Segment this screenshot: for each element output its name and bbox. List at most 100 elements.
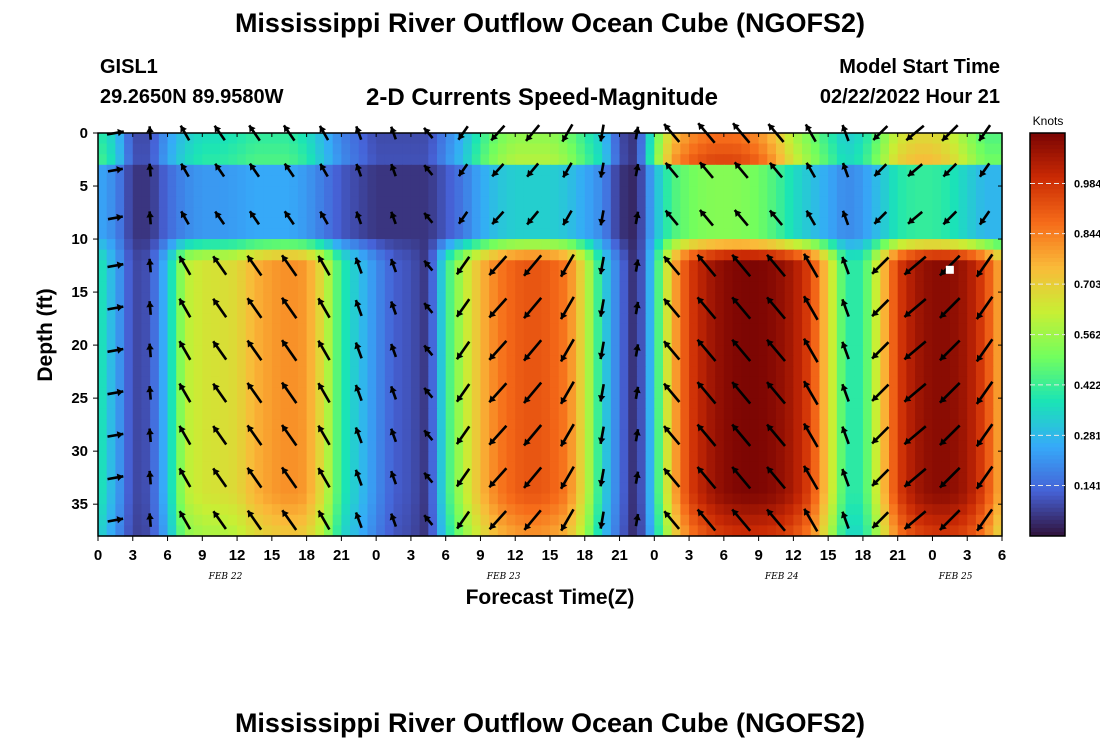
heatmap-cell — [923, 345, 934, 357]
heatmap-cell — [550, 164, 560, 177]
heatmap-cell — [941, 366, 951, 378]
heatmap-cell — [219, 504, 229, 516]
heatmap-cell — [941, 313, 951, 325]
colorbar-segment — [1030, 346, 1065, 352]
heatmap-cell — [419, 186, 429, 198]
heatmap-cell — [776, 429, 786, 442]
heatmap-cell — [341, 429, 351, 442]
heatmap-cell — [923, 217, 934, 230]
heatmap-cell — [697, 472, 708, 484]
heatmap-cell — [610, 313, 621, 325]
heatmap-cell — [923, 504, 934, 516]
heatmap-cell — [419, 472, 429, 484]
heatmap-cell — [636, 239, 647, 251]
x-tick-label: 3 — [963, 547, 971, 564]
heatmap-cell — [949, 292, 960, 304]
heatmap-cell — [132, 207, 143, 219]
heatmap-cell — [428, 429, 438, 442]
heatmap-cell — [854, 228, 864, 240]
heatmap-cell — [671, 525, 681, 537]
heatmap-cell — [967, 154, 977, 166]
heatmap-cell — [410, 228, 421, 240]
heatmap-cell — [237, 302, 247, 314]
heatmap-cell — [506, 366, 516, 378]
heatmap-cell — [810, 281, 821, 293]
heatmap-cell — [306, 196, 316, 208]
heatmap-cell — [784, 376, 794, 389]
heatmap-cell — [480, 228, 490, 240]
heatmap-cell — [584, 207, 595, 219]
heatmap-cell — [506, 270, 516, 283]
heatmap-cell — [967, 461, 977, 473]
heatmap-cell — [880, 482, 890, 495]
heatmap-cell — [889, 355, 899, 367]
heatmap-cell — [506, 281, 516, 293]
heatmap-cell — [741, 504, 751, 516]
colorbar-segment — [1030, 286, 1065, 291]
heatmap-cell — [324, 387, 334, 399]
heatmap-cell — [506, 249, 516, 261]
heatmap-cell — [967, 408, 977, 420]
heatmap-cell — [158, 493, 169, 505]
heatmap-cell — [663, 323, 673, 336]
heatmap-cell — [228, 313, 238, 325]
heatmap-cell — [975, 451, 986, 463]
heatmap-cell — [376, 493, 386, 505]
heatmap-cell — [271, 451, 282, 463]
heatmap-cell — [315, 281, 325, 293]
heatmap-cell — [697, 133, 708, 145]
heatmap-cell — [350, 376, 360, 389]
heatmap-cell — [350, 345, 360, 357]
heatmap-cell — [628, 133, 638, 145]
heatmap-cell — [124, 133, 134, 145]
heatmap-cell — [819, 292, 829, 304]
heatmap-cell — [636, 175, 647, 187]
heatmap-cell — [810, 461, 821, 473]
heatmap-cell — [880, 355, 890, 367]
current-arrow — [975, 465, 994, 490]
heatmap-cell — [723, 482, 734, 495]
heatmap-cell — [889, 440, 899, 452]
heatmap-cell — [158, 419, 169, 431]
heatmap-cell — [315, 345, 325, 357]
heatmap-cell — [271, 239, 282, 251]
heatmap-cell — [410, 249, 421, 261]
heatmap-cell — [376, 419, 386, 431]
heatmap-cell — [141, 451, 151, 463]
heatmap-cell — [880, 398, 890, 410]
heatmap-cell — [506, 461, 516, 473]
current-arrow — [488, 255, 508, 276]
heatmap-cell — [836, 493, 847, 505]
x-tick-label: 15 — [820, 547, 837, 564]
arrow-head — [664, 298, 671, 306]
heatmap-cell — [332, 387, 342, 399]
heatmap-cell — [184, 154, 195, 166]
heatmap-cell — [628, 249, 638, 261]
heatmap-cell — [332, 239, 342, 251]
heatmap-cell — [749, 419, 760, 431]
heatmap-cell — [271, 334, 282, 346]
heatmap-cell — [636, 260, 647, 272]
heatmap-cell — [732, 302, 742, 314]
heatmap-cell — [602, 207, 612, 219]
heatmap-cell — [410, 493, 421, 505]
heatmap-cell — [158, 164, 169, 177]
heatmap-cell — [341, 419, 351, 431]
colorbar-segment — [1030, 209, 1065, 215]
heatmap-cell — [532, 292, 542, 304]
heatmap-cell — [645, 281, 655, 293]
heatmap-cell — [828, 239, 838, 251]
heatmap-cell — [645, 461, 655, 473]
heatmap-cell — [497, 217, 508, 230]
heatmap-cell — [906, 514, 916, 526]
heatmap-cell — [228, 366, 238, 378]
heatmap-cell — [854, 281, 864, 293]
current-arrow — [938, 254, 961, 277]
heatmap-cell — [489, 154, 499, 166]
heatmap-cell — [654, 313, 664, 325]
heatmap-cell — [993, 514, 1003, 526]
heatmap-cell — [376, 133, 386, 145]
heatmap-cell — [749, 196, 760, 208]
heatmap-cell — [350, 419, 360, 431]
heatmap-cell — [158, 376, 169, 389]
